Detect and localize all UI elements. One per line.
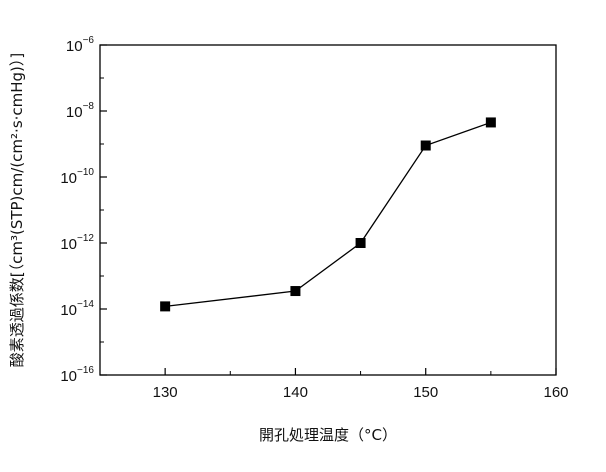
- x-tick-label: 140: [283, 384, 308, 401]
- data-point-marker: [290, 286, 300, 296]
- y-tick-label: 10−12: [60, 233, 94, 253]
- y-axis-title: 酸素透過係数[（cm³(STP)cm/(cm²·s·cmHg)）]: [8, 53, 26, 368]
- y-tick-label: 10−8: [66, 101, 95, 121]
- data-point-marker: [356, 238, 366, 248]
- y-tick-label: 10−6: [66, 35, 95, 55]
- x-tick-label: 150: [413, 384, 438, 401]
- x-tick-label: 130: [153, 384, 178, 401]
- data-point-marker: [160, 301, 170, 311]
- plot-frame: [100, 45, 556, 375]
- series-polyline: [165, 122, 491, 306]
- data-point-marker: [421, 141, 431, 151]
- y-tick-label: 10−14: [60, 299, 94, 319]
- x-axis-title: 開孔処理温度（°C）: [259, 426, 397, 444]
- data-point-marker: [486, 117, 496, 127]
- x-tick-label: 160: [543, 384, 568, 401]
- series-line: [160, 117, 496, 311]
- y-tick-label: 10−10: [60, 167, 94, 187]
- y-tick-label: 10−16: [60, 365, 94, 385]
- x-axis-ticks: 130 140 150 160: [100, 368, 569, 401]
